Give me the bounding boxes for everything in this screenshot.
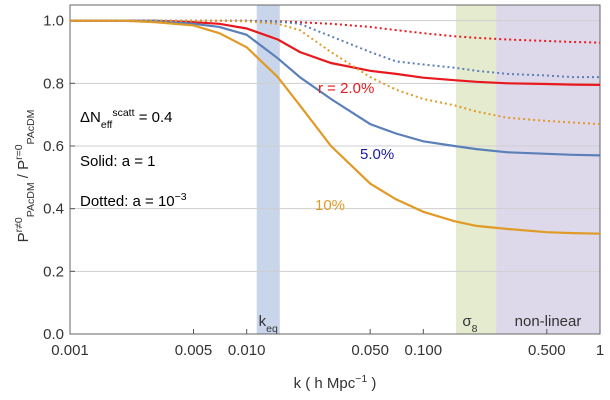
y-tick-label: 0.2 xyxy=(43,263,64,280)
x-tick-label: 0.005 xyxy=(175,342,213,359)
text-part: P xyxy=(15,232,32,242)
text-part: ΔN xyxy=(80,109,101,126)
x-tick-label: 0.500 xyxy=(528,342,566,359)
shaded-band xyxy=(455,5,497,334)
x-tick-label: 0.100 xyxy=(405,342,443,359)
text-part: 10% xyxy=(315,197,345,214)
series-line xyxy=(70,19,601,86)
text-part: PAcDM xyxy=(25,110,37,145)
y-tick-label: 0.0 xyxy=(43,326,64,343)
text-part: −3 xyxy=(175,191,187,203)
plot-frame xyxy=(69,4,601,335)
text-part: = 0.4 xyxy=(135,109,173,126)
text-part: ) xyxy=(367,375,376,392)
text-part: σ xyxy=(462,313,472,330)
band-label: non-linear xyxy=(515,313,582,330)
series-line xyxy=(70,19,601,235)
text-part: Dotted: a = 10 xyxy=(80,193,175,210)
text-part: eff xyxy=(101,119,113,131)
text-part: k xyxy=(259,313,267,330)
annotation: r = 2.0% xyxy=(318,80,374,97)
annotation: Solid: a = 1 xyxy=(80,153,155,170)
x-tick-label: 0.050 xyxy=(351,342,389,359)
y-axis-label: Pr≠0PAcDM / Pr=0PAcDM xyxy=(13,110,37,243)
y-tick-label: 1.0 xyxy=(43,13,64,30)
series-line xyxy=(70,19,601,157)
y-tick-label: 0.8 xyxy=(43,75,64,92)
x-tick-label: 0.010 xyxy=(228,342,266,359)
text-part: 8 xyxy=(472,323,478,335)
x-axis-label: k ( h Mpc−1 ) xyxy=(294,373,377,392)
y-tick-label: 0.6 xyxy=(43,138,64,155)
text-part: scatt xyxy=(112,107,134,119)
text-part: Solid: a = 1 xyxy=(80,153,155,170)
x-tick-label: 1 xyxy=(596,342,604,359)
text-part: PAcDM xyxy=(25,182,37,217)
text-part: r=0 xyxy=(13,144,25,160)
band-label: σ8 xyxy=(462,313,477,335)
text-part: non-linear xyxy=(515,313,582,330)
y-tick-label: 0.4 xyxy=(43,201,64,218)
text-part: r≠0 xyxy=(13,217,25,232)
annotation: 5.0% xyxy=(360,146,394,163)
shaded-band xyxy=(256,5,280,334)
annotation: 10% xyxy=(315,197,345,214)
text-part: / P xyxy=(15,160,32,183)
text-part: r = 2.0% xyxy=(318,80,374,97)
band-label: keq xyxy=(259,313,278,335)
annotation: Dotted: a = 10−3 xyxy=(80,191,187,210)
text-part: −1 xyxy=(355,373,367,385)
text-part: 5.0% xyxy=(360,146,394,163)
annotation: ΔNeffscatt = 0.4 xyxy=(80,107,172,131)
x-tick-label: 0.001 xyxy=(51,342,89,359)
series-line xyxy=(70,19,601,126)
shaded-band xyxy=(496,5,600,334)
text-part: k ( h Mpc xyxy=(294,375,356,392)
text-part: eq xyxy=(266,323,278,335)
